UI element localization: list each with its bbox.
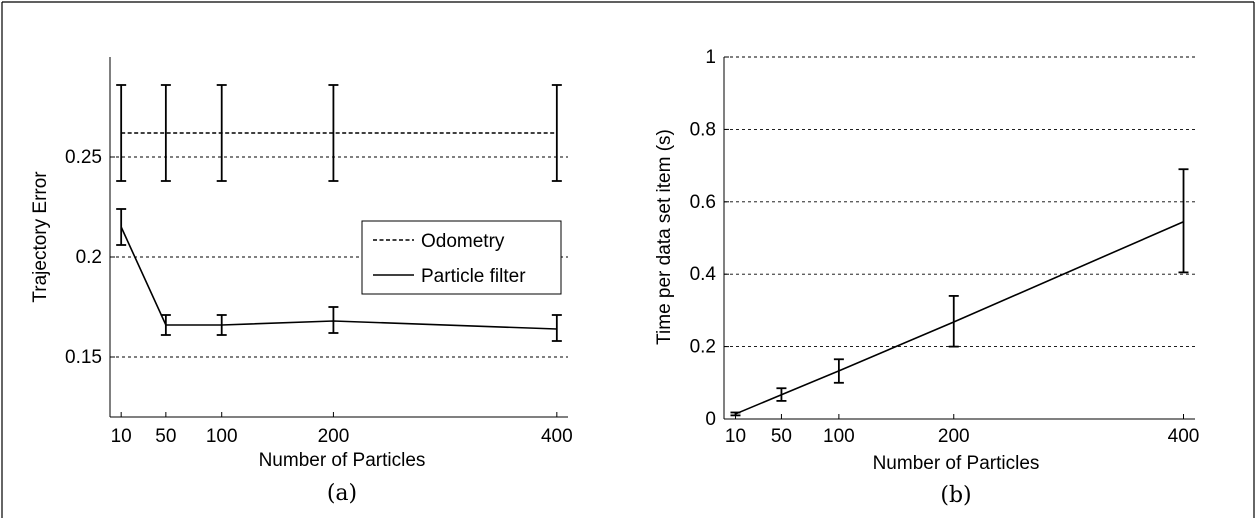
chart-b-time-per-item: 0 0.2 0.4 0.6 0.8 1 10 50 100 200 400 Number of P… (654, 47, 1199, 508)
chart-a-trajectory-error: 0.15 0.2 0.25 10 50 100 200 400 Number of Part… (30, 57, 573, 506)
chart-a-caption: (a) (327, 481, 357, 506)
chart-b-y-axis-label: Time per data set item (s) (654, 129, 675, 345)
legend-label-odometry: Odometry (421, 231, 505, 252)
y-tick-label: 0.8 (690, 119, 716, 140)
y-tick-label: 0 (705, 409, 716, 430)
x-tick-label: 400 (541, 426, 573, 447)
y-tick-label: 0.6 (690, 192, 716, 213)
y-tick-label: 0.2 (76, 247, 102, 268)
chart-a-legend-box (361, 220, 562, 295)
y-tick-label: 0.15 (65, 347, 102, 368)
series-0-line (735, 220, 1184, 415)
chart-b-series (730, 168, 1189, 417)
y-tick-label: 0.4 (690, 264, 717, 285)
x-tick-label: 10 (111, 426, 132, 447)
y-tick-label: 0.2 (690, 337, 716, 358)
x-tick-label: 200 (938, 426, 970, 447)
x-tick-label: 400 (1168, 426, 1200, 447)
chart-a-x-tick-labels: 10 50 100 200 400 (111, 426, 573, 447)
chart-a-y-axis-label: Trajectory Error (30, 171, 51, 303)
chart-b-axes (723, 56, 1195, 420)
x-tick-label: 50 (771, 426, 792, 447)
chart-a-legend: Odometry Particle filter (361, 220, 562, 295)
y-tick-label: 0.25 (65, 147, 102, 168)
x-tick-label: 10 (725, 426, 746, 447)
x-tick-label: 50 (155, 426, 176, 447)
chart-b-x-tick-labels: 10 50 100 200 400 (725, 426, 1199, 447)
chart-b-y-tick-labels: 0 0.2 0.4 0.6 0.8 1 (690, 47, 717, 430)
x-tick-label: 100 (206, 426, 238, 447)
chart-b-x-axis-label: Number of Particles (873, 453, 1040, 474)
chart-a-grid (110, 156, 568, 358)
chart-b-grid (724, 56, 1195, 348)
chart-a-x-axis-label: Number of Particles (259, 450, 426, 471)
y-tick-label: 1 (705, 47, 716, 68)
x-tick-label: 200 (318, 426, 350, 447)
chart-a-series (116, 84, 562, 342)
chart-a-y-tick-labels: 0.15 0.2 0.25 (65, 147, 102, 368)
chart-a-axes (109, 57, 568, 418)
legend-label-particle-filter: Particle filter (421, 266, 526, 287)
x-tick-label: 100 (823, 426, 855, 447)
chart-b-caption: (b) (940, 483, 971, 508)
